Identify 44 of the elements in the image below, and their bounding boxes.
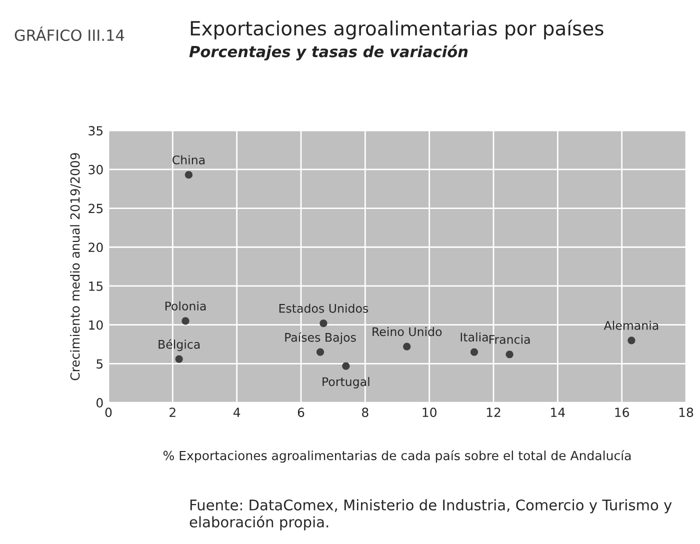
- x-tick-label: 16: [615, 408, 629, 418]
- annotation: China: [172, 155, 204, 164]
- x-tick-label: 10: [422, 408, 436, 418]
- y-tick-label: 35: [88, 126, 103, 136]
- annotation: Portugal: [322, 376, 370, 388]
- x-tick-label: 8: [362, 408, 368, 418]
- annotation: Estados Unidos: [279, 304, 368, 313]
- x-tick-label: 2: [170, 408, 176, 417]
- x-axis-title: % Exportaciones agroalimentarias de cada país sobre el total de Andalucía: [163, 450, 631, 463]
- x-tick-label: 4: [233, 408, 240, 417]
- point: [320, 319, 328, 328]
- point: [470, 348, 478, 356]
- point: [628, 336, 636, 344]
- point: [506, 350, 514, 358]
- y-axis-title: Crecimiento medio anual 2019/2009: [70, 153, 81, 380]
- chart-subtitle: Porcentajes y tasas de variación: [189, 44, 468, 60]
- point: [182, 317, 190, 325]
- x-tick-label: 6: [298, 408, 304, 418]
- annotation: Bélgica: [158, 339, 200, 352]
- y-tick-label: 20: [88, 242, 103, 252]
- annotation: Italia: [460, 332, 488, 342]
- y-tick-label: 0: [96, 398, 103, 408]
- y-tick-label: 25: [88, 204, 103, 214]
- annotation: Francia: [489, 334, 530, 344]
- point: [175, 355, 183, 363]
- annotation: Países Bajos: [285, 332, 356, 344]
- x-tick-label: 12: [486, 408, 500, 417]
- text: GRÁFICO III.14: [14, 26, 124, 42]
- source-note: Fuente: DataComex, Ministerio de Industria, Comercio y Turismo y elaboración propia.: [190, 499, 672, 530]
- point: [403, 342, 411, 350]
- y-tick-label: 15: [89, 282, 103, 291]
- point: [342, 362, 350, 370]
- annotation: Polonia: [165, 301, 206, 310]
- chart-title: Exportaciones agroalimentarias por países: [190, 20, 604, 40]
- annotation: Reino Unido: [372, 327, 442, 336]
- y-tick-label: 30: [88, 164, 103, 174]
- x-tick-label: 0: [105, 408, 112, 418]
- x-tick-label: 14: [551, 408, 565, 417]
- y-tick-label: 10: [89, 320, 103, 330]
- point: [184, 171, 193, 179]
- x-tick-label: 18: [679, 408, 694, 418]
- y-tick-label: 5: [96, 359, 103, 369]
- annotation: Alemania: [604, 320, 658, 330]
- point: [316, 348, 324, 356]
